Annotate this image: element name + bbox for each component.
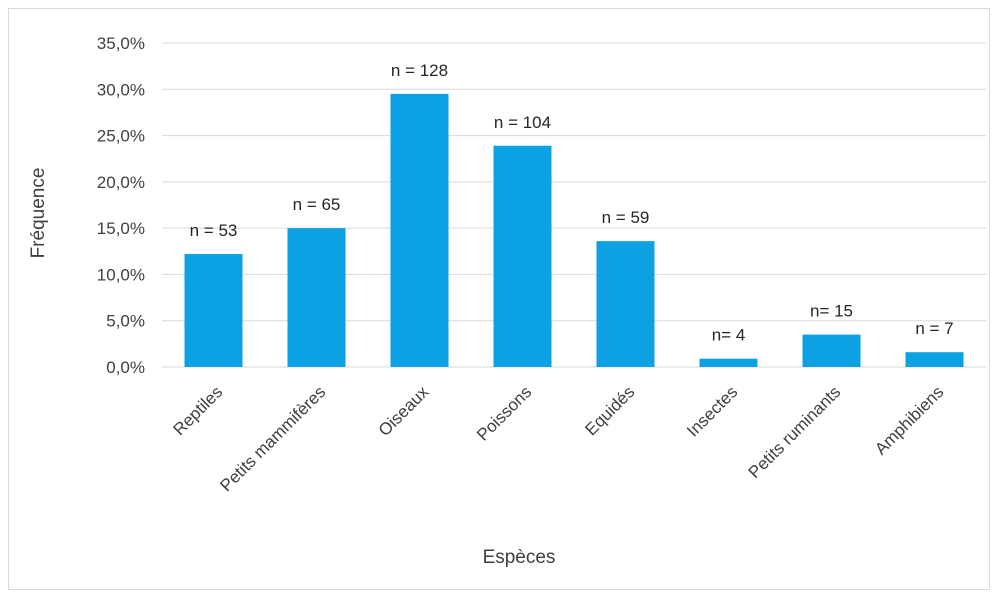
gridlines — [162, 42, 986, 368]
y-tick-label: 15,0% — [97, 219, 145, 238]
x-tick-label: Amphibiens — [871, 382, 947, 458]
bar — [390, 93, 449, 368]
data-label: n= 4 — [712, 326, 746, 345]
bar — [905, 352, 964, 367]
x-tick-label: Equidés — [581, 382, 638, 439]
x-tick-label: Insectes — [683, 382, 741, 440]
data-labels: n = 53 n = 65 n = 128 n = 104 n = 59 n= 4 n= 1… — [190, 61, 954, 345]
data-label: n = 128 — [391, 61, 448, 80]
data-label: n = 59 — [602, 208, 650, 227]
x-tick-label: Petits ruminants — [745, 382, 845, 482]
bar — [287, 228, 346, 367]
bar — [184, 254, 243, 367]
y-tick-label: 0,0% — [106, 358, 145, 377]
data-label: n = 7 — [915, 319, 953, 338]
y-tick-label: 25,0% — [97, 127, 145, 146]
bar — [699, 358, 758, 367]
y-axis-tick-labels: 0,0% 5,0% 10,0% 15,0% 20,0% 25,0% 30,0% 35,0% — [97, 34, 145, 377]
y-tick-label: 5,0% — [106, 312, 145, 331]
bar — [493, 145, 552, 367]
x-tick-label: Reptiles — [169, 382, 226, 439]
y-tick-label: 35,0% — [97, 34, 145, 53]
bars — [184, 93, 964, 368]
x-tick-label: Oiseaux — [375, 382, 433, 440]
data-label: n = 104 — [494, 113, 551, 132]
y-tick-label: 30,0% — [97, 80, 145, 99]
x-tick-label: Poissons — [473, 382, 535, 444]
data-label: n = 53 — [190, 221, 238, 240]
bar — [802, 334, 861, 367]
data-label: n = 65 — [293, 195, 341, 214]
data-label: n= 15 — [810, 302, 853, 321]
y-axis-title: Fréquence — [28, 168, 49, 259]
y-tick-label: 20,0% — [97, 173, 145, 192]
x-tick-label: Petits mammifères — [216, 382, 329, 495]
x-axis-title: Espèces — [483, 547, 556, 568]
y-tick-label: 10,0% — [97, 265, 145, 284]
bar — [596, 241, 655, 367]
